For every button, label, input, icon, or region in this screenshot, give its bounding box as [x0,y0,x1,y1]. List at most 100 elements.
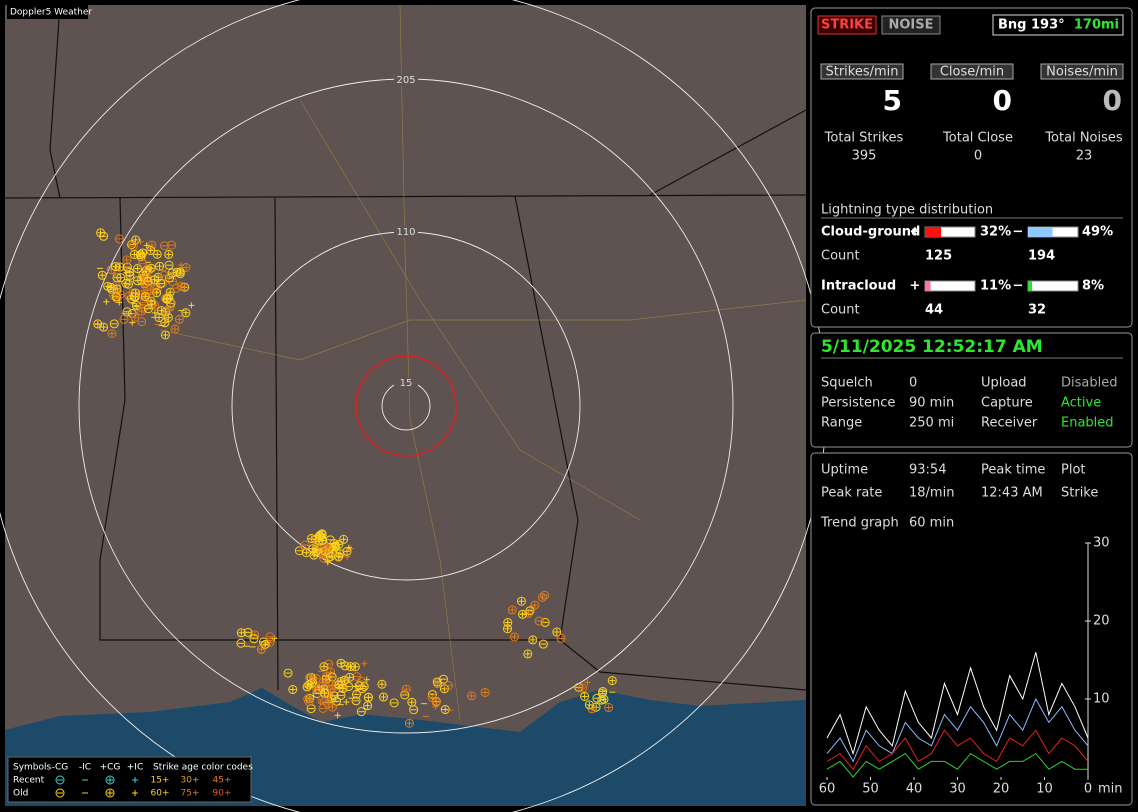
strike-symbol [320,688,330,698]
strike-symbol [597,695,607,705]
panel [810,332,1133,448]
strike-symbol [540,590,550,600]
strike-symbol [107,329,117,339]
strike-symbol [97,229,104,236]
strike-symbol [112,270,119,277]
strike-symbol [256,644,266,654]
strike-symbol [354,681,364,691]
strike-symbol [160,330,170,340]
strike-symbol [154,251,161,258]
strike-symbol [408,699,415,706]
road [159,299,807,361]
label: Capture [981,396,1033,411]
strike-symbol [344,553,351,560]
strike-symbol [345,544,352,551]
panels [810,7,1133,806]
border [274,197,279,691]
count-label: Count [821,303,860,318]
bearing-box [992,14,1124,36]
legend-age: 90+ [213,789,232,799]
strike-symbol [318,696,325,703]
legend-type: -CG [52,763,69,773]
bar [1028,281,1032,291]
road [399,4,461,721]
legend-type: +IC [127,763,143,773]
legend-row: Recent [13,776,45,786]
strike-symbol [597,688,607,698]
rate-headers [820,63,1124,80]
strike-symbol [579,685,586,692]
strike-symbol [171,325,178,332]
strike-symbol [243,627,253,637]
strike-button-label: STRIKE [821,18,873,33]
strike-symbol [167,289,174,296]
strike-symbol [142,293,149,300]
strike-symbol [592,693,602,703]
strike-symbol [100,324,107,331]
percent: 32% [980,225,1011,240]
percent: 8% [1082,279,1104,294]
strike-symbol [155,261,165,271]
sign: + [910,225,921,240]
strike-symbol [335,681,342,688]
strike-symbol [403,686,410,693]
legend-symbol [107,790,113,796]
count: 32 [1028,303,1046,318]
border [4,194,807,199]
label: Disabled [1061,376,1117,391]
panel [810,7,1133,328]
strike-symbol [320,680,327,687]
label: Strike age color codes [153,763,253,773]
strike-symbol [319,662,329,672]
strike-symbol [324,659,334,669]
strike-symbol [154,313,164,323]
strike-button[interactable] [817,15,877,35]
border [649,109,807,196]
legend-symbol [132,777,138,783]
strike-symbol [584,700,594,710]
panel [810,452,1133,806]
strike-symbol [249,634,259,644]
legend-type: -IC [79,763,91,773]
strike-symbol [116,299,123,306]
strike-symbol [529,636,536,643]
strike-symbol [432,703,439,710]
strike-symbol [504,619,511,626]
strike-symbol [538,639,548,649]
strike-symbol [137,317,147,327]
strike-symbol [111,292,121,302]
strike-symbol [140,292,150,302]
strike-symbol [334,680,344,690]
strike-symbol [315,531,325,541]
x-tick-label: 50 [862,782,879,797]
strike-symbol [438,674,448,684]
strike-symbol [181,308,191,318]
strike-symbol [534,616,544,626]
total-value: 395 [852,149,877,164]
strike-symbol [357,684,367,694]
strike-symbol [143,242,150,249]
strike-symbol [509,607,516,614]
strike-symbol [480,687,490,697]
strike-symbol [607,676,617,686]
percent: 11% [980,279,1011,294]
border [514,195,579,641]
strike-symbol [335,541,342,548]
border [278,639,807,691]
y-tick-label: 30 [1093,536,1110,551]
noise-button[interactable] [881,15,941,35]
strike-symbol [131,251,138,258]
strike-symbol [312,684,322,694]
strike-symbol [524,650,531,657]
ring-label-bg [394,226,418,238]
strike-symbol [308,544,318,554]
legend-age: 60+ [151,789,170,799]
strike-symbol [523,649,533,659]
rate-header [1040,63,1124,80]
strike-symbol [134,265,141,272]
strike-symbol [344,548,351,555]
label: Receiver [981,416,1038,431]
label: Peak rate [821,486,882,501]
strike-symbol [130,288,140,298]
